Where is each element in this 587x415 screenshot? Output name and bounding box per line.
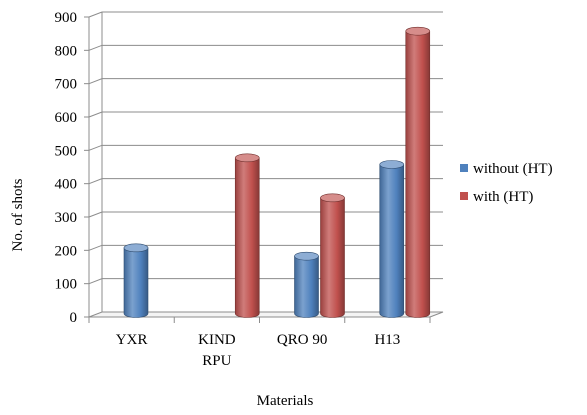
y-tick-label: 400 — [55, 177, 78, 193]
x-tick-label: QRO 90 — [277, 332, 327, 348]
legend: without (HT) with (HT) — [460, 161, 553, 205]
bar-top-2-0 — [294, 251, 319, 261]
x-tick-label: RPU — [202, 353, 231, 369]
bar-top-2-1 — [320, 193, 345, 203]
bar-top-3-0 — [379, 160, 405, 169]
gridline — [88, 44, 443, 51]
chart-frame — [88, 12, 444, 318]
legend-label: without (HT) — [473, 161, 553, 177]
x-tick-label: KIND — [198, 332, 236, 348]
bar-top-0-0 — [123, 243, 149, 253]
legend-swatch — [460, 164, 468, 172]
y-tick-label: 600 — [55, 110, 78, 126]
gridline — [88, 178, 443, 185]
bar-0-0 — [123, 247, 149, 318]
bar-3-0 — [379, 164, 405, 318]
y-tick-label: 500 — [55, 143, 78, 159]
x-axis-label: Materials — [257, 393, 314, 409]
bars — [123, 26, 431, 318]
x-tick-label: H13 — [374, 332, 400, 348]
bar-2-0 — [294, 255, 319, 318]
x-tick-label: YXR — [116, 332, 148, 348]
gridline — [88, 78, 443, 85]
floor — [88, 311, 444, 318]
y-axis-label: No. of shots — [10, 178, 26, 251]
axis-ticks: 0 100 200 300 400 500 600 700 800 900 YXR KIND RPU QR… — [55, 10, 431, 369]
bar-2-1 — [320, 197, 345, 318]
bar-1-1 — [234, 157, 260, 318]
bar-top-3-1 — [405, 26, 431, 36]
legend-swatch — [460, 192, 468, 200]
y-tick-label: 300 — [55, 210, 78, 226]
y-tick-label: 800 — [55, 43, 78, 59]
y-tick-label: 0 — [70, 310, 78, 326]
gridline — [88, 144, 443, 151]
y-tick-label: 900 — [55, 10, 78, 26]
y-tick-label: 700 — [55, 77, 78, 93]
y-tick-label: 100 — [55, 277, 78, 293]
legend-label: with (HT) — [473, 189, 533, 205]
y-tick-label: 200 — [55, 243, 78, 259]
gridline — [88, 111, 443, 118]
gridline — [88, 11, 443, 18]
bar-3-1 — [405, 30, 431, 318]
axis-labels: No. of shots Materials — [10, 178, 313, 409]
bar-top-1-1 — [234, 153, 260, 163]
